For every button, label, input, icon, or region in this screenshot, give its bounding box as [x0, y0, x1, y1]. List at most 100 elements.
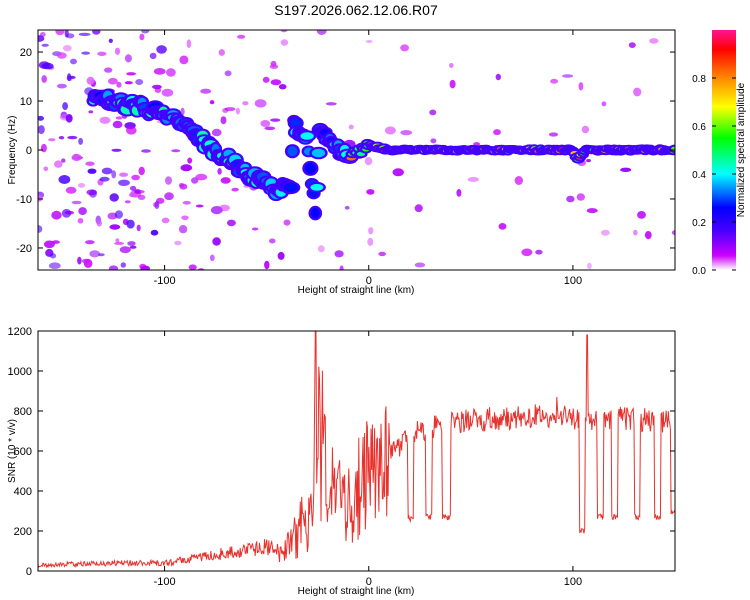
spectrogram-noise-cell [65, 114, 73, 123]
spectrogram-noise-cell [165, 176, 172, 185]
spectrogram-noise-cell [220, 177, 231, 184]
colorbar-ticks: 0.0 0.2 0.4 0.6 0.8 [692, 74, 736, 277]
spectrogram-noise-cell [182, 200, 191, 205]
spectrogram-noise-cell [195, 204, 204, 208]
spectrogram-noise-cell [601, 229, 610, 236]
spectrogram-noise-cell [566, 195, 575, 203]
spectrogram-y-tick-label: -20 [16, 243, 32, 255]
spectrogram-noise-cell [126, 219, 135, 229]
spectrogram-noise-cell [38, 125, 45, 135]
spectrogram-noise-cell [586, 159, 591, 163]
spectrogram-noise-cell [262, 76, 270, 83]
spectrogram-noise-cell [220, 116, 227, 125]
spectrogram-noise-cell [108, 265, 119, 270]
snr-y-axis-label: SNR (10 * v/v) [7, 419, 18, 483]
spectrogram-noise-cell [89, 189, 97, 198]
spectrogram-noise-cell [124, 200, 131, 204]
spectrogram-noise-cell [414, 262, 426, 268]
spectrogram-noise-cell [283, 219, 291, 226]
spectrogram-noise-cell [124, 54, 132, 63]
spectrogram-noise-cell [620, 167, 632, 172]
spectrogram-noise-cell [38, 35, 45, 42]
spectrogram-noise-cell [237, 34, 246, 39]
spectrogram-noise-cell [269, 64, 279, 69]
spectrogram-ridge-cell [311, 148, 326, 158]
spectrogram-noise-cell [270, 118, 281, 122]
spectrogram-noise-cell [161, 217, 170, 224]
spectrogram-noise-cell [498, 223, 507, 230]
spectrogram-noise-cell [104, 67, 113, 73]
spectrogram-noise-cell [334, 250, 344, 258]
spectrogram-noise-cell [367, 237, 374, 246]
spectrogram-noise-cell [58, 175, 71, 184]
spectrogram-cells [38, 30, 675, 270]
spectrogram-noise-cell [188, 264, 197, 270]
colorbar-label: Normalized spectral amplitude [736, 82, 747, 217]
spectrogram-noise-cell [414, 204, 423, 213]
spectrogram-noise-cell [38, 195, 43, 202]
spectrogram-noise-cell [51, 240, 60, 244]
colorbar-tick-label: 0.8 [692, 74, 706, 85]
spectrogram-noise-cell [38, 115, 44, 121]
colorbar-tick-label: 0.2 [692, 218, 706, 229]
spectrogram-noise-cell [99, 176, 110, 182]
spectrogram-noise-cell [85, 161, 95, 166]
colorbar-tick-label: 0.6 [692, 122, 706, 133]
spectrogram-noise-cell [156, 45, 167, 54]
spectrogram-noise-cell [108, 77, 118, 85]
spectrogram-noise-cell [280, 30, 288, 33]
spectrogram-noise-cell [317, 245, 325, 253]
spectrogram-noise-cell [48, 262, 61, 270]
spectrogram-noise-cell [449, 63, 454, 68]
spectrogram-noise-cell [254, 99, 267, 108]
colorbar-tick-label: 0.4 [692, 170, 706, 181]
spectrogram-noise-cell [209, 254, 215, 262]
spectrogram-noise-cell [118, 179, 130, 186]
spectrogram-noise-cell [77, 218, 84, 224]
spectrogram-y-tick-label: 20 [20, 47, 32, 59]
snr-x-axis-label: Height of straight line (km) [298, 586, 415, 597]
spectrogram-noise-cell [218, 49, 225, 56]
spectrogram-noise-cell [71, 200, 82, 205]
spectrogram-noise-cell [364, 157, 373, 166]
snr-y-tick-label: 400 [14, 486, 32, 498]
spectrogram-noise-cell [136, 224, 141, 232]
spectrogram-noise-cell [212, 237, 221, 246]
spectrogram-noise-cell [400, 44, 409, 52]
spectrogram-noise-cell [348, 124, 354, 130]
spectrogram-noise-cell [644, 231, 652, 240]
spectrogram-ridge-cell [304, 162, 316, 174]
spectrogram-noise-cell [178, 225, 188, 234]
spectrogram-noise-cell [166, 68, 176, 77]
spectrogram-noise-cell [67, 135, 78, 140]
snr-y-tick-label: 200 [14, 526, 32, 538]
spectrogram-noise-cell [131, 174, 140, 181]
spectrogram-noise-cell [112, 120, 123, 129]
spectrogram-noise-cell [174, 240, 182, 246]
spectrogram-noise-cell [251, 227, 259, 231]
spectrogram-noise-cell [139, 33, 145, 41]
snr-x-tick-label: 100 [564, 576, 582, 588]
spectrogram-noise-cell [211, 128, 222, 137]
spectrogram-y-tick-label: 10 [20, 96, 32, 108]
spectrogram-noise-cell [88, 110, 94, 114]
spectrogram-noise-cell [150, 229, 159, 236]
spectrogram-noise-cell [535, 249, 543, 255]
spectrogram-noise-cell [339, 265, 344, 270]
spectrogram-noise-cell [101, 167, 113, 175]
spectrogram-noise-cell [164, 192, 174, 201]
spectrogram-noise-cell [633, 229, 638, 236]
spectrogram-noise-cell [141, 30, 150, 34]
spectrogram-noise-cell [467, 177, 479, 182]
spectrogram-x-tick-label: 0 [366, 275, 372, 287]
spectrogram-noise-cell [130, 185, 137, 191]
spectrogram-noise-cell [260, 120, 271, 127]
spectrogram-noise-cell [384, 126, 396, 135]
spectrogram-x-axis-label: Height of straight line (km) [298, 285, 415, 296]
spectrogram-noise-cell [120, 262, 127, 268]
spectrogram-noise-cell [78, 207, 87, 216]
spectrogram-noise-cell [119, 246, 131, 254]
spectrogram-noise-cell [152, 84, 162, 90]
